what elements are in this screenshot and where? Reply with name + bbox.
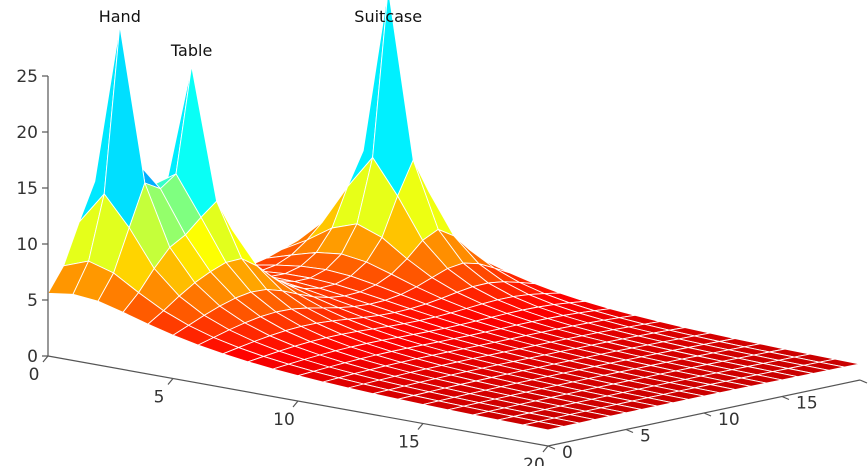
- y-tick-mark: [547, 445, 556, 450]
- x-tick-label: 15: [398, 433, 420, 453]
- x-tick-label: 20: [523, 455, 545, 466]
- y-tick-mark: [859, 379, 868, 384]
- peak-label-hand: Hand: [99, 7, 141, 26]
- x-tick-label: 0: [29, 365, 40, 385]
- x-tick-label: 5: [154, 388, 165, 408]
- z-tick-label: 25: [16, 67, 38, 87]
- z-tick-label: 15: [16, 179, 38, 199]
- x-tick-mark: [417, 423, 424, 430]
- surface-patch: [522, 421, 565, 431]
- peak-labels: Hand Table Suitcase: [99, 7, 422, 60]
- y-tick-label: 5: [640, 427, 651, 447]
- surface-mesh: [47, 0, 861, 431]
- z-tick-label: 0: [27, 347, 38, 367]
- peak-label-table: Table: [170, 41, 212, 60]
- z-tick-label: 5: [27, 291, 38, 311]
- x-tick-mark: [292, 400, 299, 408]
- axes: 05101520250510152005101520: [16, 67, 868, 466]
- x-tick-label: 10: [273, 410, 295, 430]
- y-tick-mark: [625, 428, 634, 434]
- x-tick-mark: [542, 445, 549, 453]
- y-tick-label: 15: [796, 394, 818, 414]
- z-tick-label: 10: [16, 235, 38, 255]
- y-tick-label: 0: [562, 443, 573, 463]
- y-tick-mark: [703, 412, 712, 417]
- y-tick-label: 10: [718, 410, 740, 430]
- x-tick-mark: [167, 378, 174, 385]
- peak-label-suitcase: Suitcase: [354, 7, 422, 26]
- y-tick-mark: [781, 395, 790, 401]
- surface-patch: [103, 25, 146, 229]
- z-tick-label: 20: [16, 123, 38, 143]
- x-tick-mark: [42, 355, 49, 363]
